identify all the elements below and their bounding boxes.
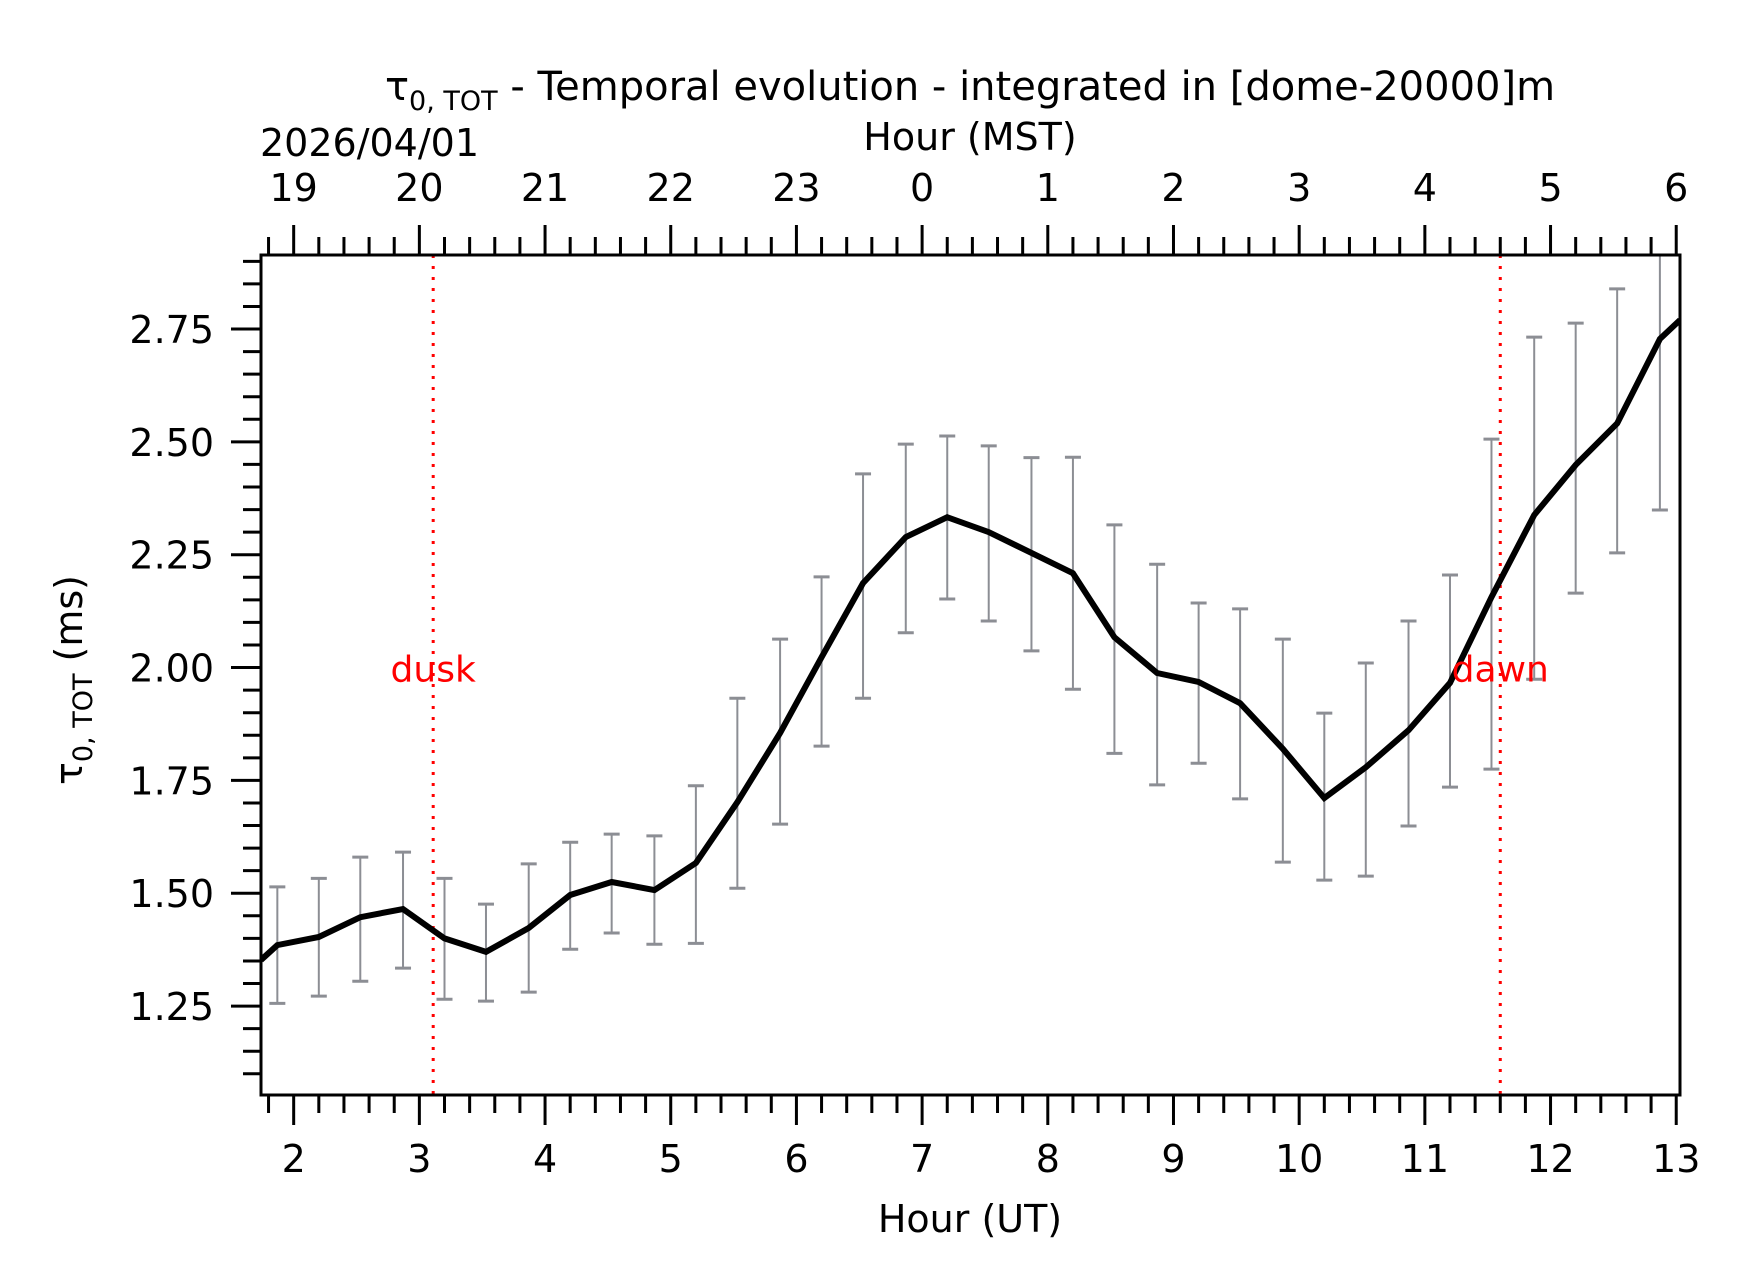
dusk-label: dusk: [391, 650, 476, 691]
error-bar: [1483, 437, 1500, 771]
top-tick-label: 3: [1287, 166, 1311, 210]
y-tick-label: 1.75: [129, 759, 214, 803]
x-tick-label: 2: [282, 1137, 306, 1181]
error-bars: [269, 255, 1668, 1005]
x-tick-label: 11: [1401, 1137, 1449, 1181]
y-tick-label: 2.25: [129, 534, 214, 578]
date-label: 2026/04/01: [260, 121, 479, 165]
y-tick-label: 2.50: [129, 421, 214, 465]
y-tick-label: 1.25: [129, 985, 214, 1029]
top-tick-label: 2: [1161, 166, 1185, 210]
error-bar: [1567, 321, 1584, 595]
title-text: - Temporal evolution - integrated in [do…: [498, 64, 1555, 110]
annotation-labels: dusk dawn: [391, 650, 1549, 691]
x-tick-label: 13: [1652, 1137, 1700, 1181]
top-tick-label: 1: [1036, 166, 1060, 210]
y-axis-title: τ0, TOT (ms): [47, 575, 99, 785]
error-bar: [729, 696, 746, 890]
bottom-axis: 2 3 4 5 6 7 8 9 10 11 12 13: [267, 1095, 1700, 1181]
title-symbol: τ: [385, 64, 409, 110]
top-axis: 19 20 21 22 23 0 1 2 3 4 5 6: [267, 166, 1688, 255]
x-tick-label: 3: [407, 1137, 431, 1181]
dawn-label: dawn: [1452, 650, 1549, 691]
series-line: [261, 317, 1680, 963]
top-tick-label: 19: [269, 166, 317, 210]
x-tick-label: 4: [533, 1137, 557, 1181]
x-axis-title: Hour (UT): [878, 1197, 1062, 1241]
ylabel-symbol: τ: [47, 762, 91, 785]
x-tick-label: 5: [659, 1137, 683, 1181]
top-tick-label: 0: [910, 166, 934, 210]
error-bar: [1400, 619, 1417, 828]
top-tick-label: 5: [1538, 166, 1562, 210]
top-tick-label: 22: [647, 166, 695, 210]
x-tick-label: 8: [1036, 1137, 1060, 1181]
y-tick-label: 2.75: [129, 308, 214, 352]
x-tick-label: 10: [1275, 1137, 1323, 1181]
x-tick-label: 7: [910, 1137, 934, 1181]
plot-frame: [259, 253, 1682, 1097]
title-subscript: 0, TOT: [409, 86, 498, 117]
y-tick-label: 2.00: [129, 647, 214, 691]
top-axis-title: Hour (MST): [863, 115, 1076, 159]
x-tick-label: 9: [1161, 1137, 1185, 1181]
y-tick-label: 1.50: [129, 872, 214, 916]
x-tick-label: 12: [1526, 1137, 1574, 1181]
ylabel-text: (ms): [47, 575, 91, 674]
ylabel-subscript: 0, TOT: [68, 673, 99, 762]
top-tick-label: 6: [1664, 166, 1688, 210]
annotation-lines: [431, 255, 1502, 1095]
x-tick-label: 6: [784, 1137, 808, 1181]
top-tick-label: 4: [1413, 166, 1437, 210]
left-axis: 1.25 1.50 1.75 2.00 2.25 2.50 2.75: [129, 259, 261, 1076]
error-bar: [1651, 255, 1668, 512]
top-tick-label: 20: [395, 166, 443, 210]
top-tick-label: 23: [772, 166, 820, 210]
chart-title: τ0, TOT - Temporal evolution - integrate…: [385, 64, 1555, 117]
error-bar: [1526, 335, 1543, 681]
top-tick-label: 21: [521, 166, 569, 210]
